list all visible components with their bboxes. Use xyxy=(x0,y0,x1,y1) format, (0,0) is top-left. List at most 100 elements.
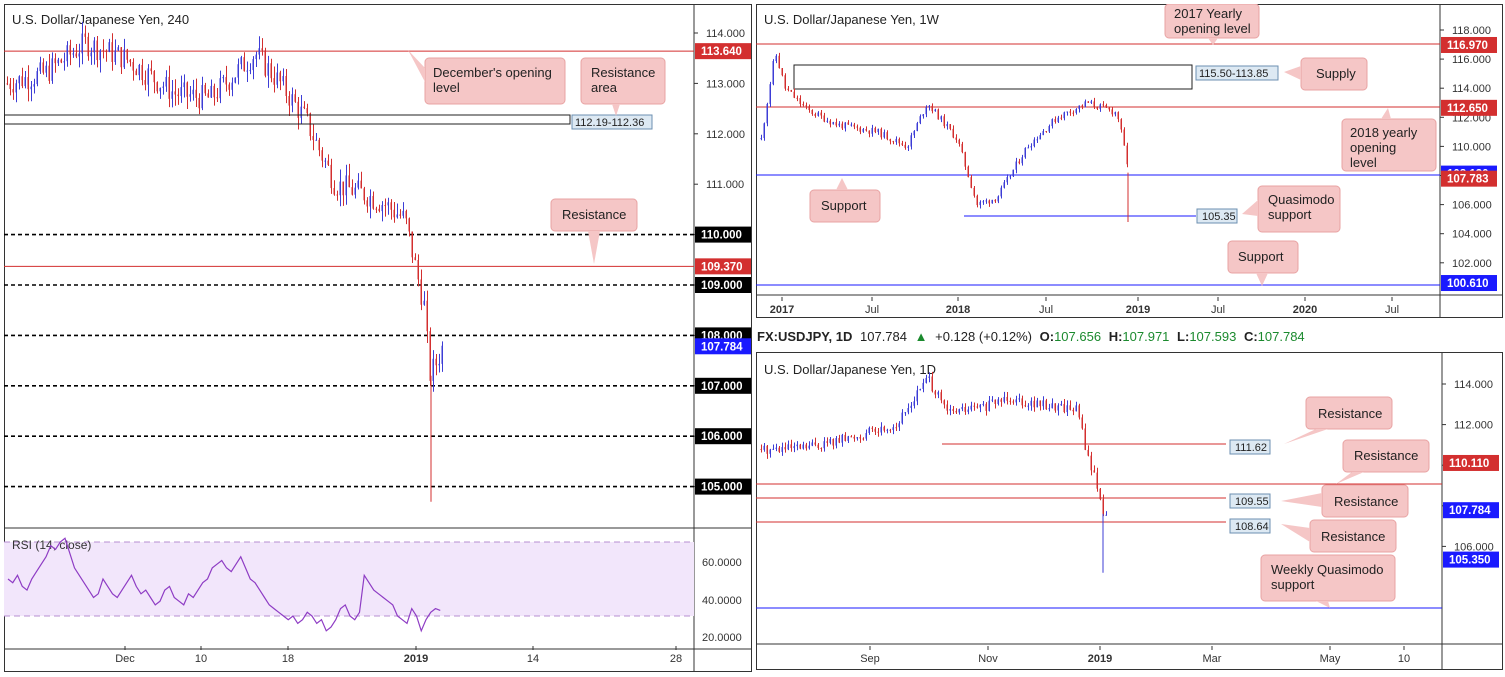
candle-body xyxy=(51,58,53,81)
price-badge xyxy=(1441,275,1497,292)
price-badge-label: 107.000 xyxy=(701,381,743,393)
chart-panel-4h[interactable]: U.S. Dollar/Japanese Yen, 240 112.19-112… xyxy=(3,4,752,672)
candle-body xyxy=(138,64,140,76)
callout-resistance-1: Resistance xyxy=(1284,396,1393,444)
candle-body xyxy=(895,427,897,429)
candle-body xyxy=(817,112,819,116)
time-tick-label: 28 xyxy=(670,653,682,665)
candle-body xyxy=(763,123,765,139)
time-tick-label: Jul xyxy=(1385,304,1399,316)
candle-body xyxy=(1018,398,1020,400)
candle-body xyxy=(189,94,191,97)
candle-body xyxy=(87,36,89,57)
candle-body xyxy=(57,59,59,64)
candle-body xyxy=(793,91,795,98)
chart-svg-daily[interactable]: U.S. Dollar/Japanese Yen, 1D 111.62 109.… xyxy=(756,352,1503,670)
candle-body xyxy=(192,89,194,95)
candle-body xyxy=(168,76,170,99)
callout-weekly-quasimodo: Weekly Quasimodo support xyxy=(1260,554,1396,608)
price-badge-label: 110.000 xyxy=(701,230,742,242)
candle-body xyxy=(874,428,876,432)
price-tick-label: 118.000 xyxy=(1452,25,1491,37)
candle-body xyxy=(1042,400,1044,407)
candle-body xyxy=(237,64,239,78)
candle-body xyxy=(153,71,155,83)
level-label: 109.55 xyxy=(1235,496,1269,508)
candle-body xyxy=(865,128,867,131)
candle-body xyxy=(339,181,341,196)
candle-body xyxy=(432,358,434,381)
candle-body xyxy=(1036,400,1038,408)
price-badge-label: 107.783 xyxy=(1447,174,1489,186)
candle-body xyxy=(45,65,47,73)
candle-body xyxy=(802,103,804,106)
candle-body xyxy=(42,62,44,73)
chart-title: U.S. Dollar/Japanese Yen, 1W xyxy=(764,12,940,27)
candle-body xyxy=(1093,470,1095,473)
candle-body xyxy=(901,412,903,424)
price-badge-label: 109.000 xyxy=(701,280,743,292)
candle-body xyxy=(174,91,176,95)
candle-body xyxy=(850,436,852,438)
candle-body xyxy=(949,408,951,411)
candle-body xyxy=(399,214,401,216)
candle-body xyxy=(886,429,888,431)
candle-body xyxy=(276,72,278,85)
candle-body xyxy=(1072,409,1074,412)
zone-label: 112.19-112.36 xyxy=(575,117,644,129)
candle-body xyxy=(1108,107,1110,110)
candle-body xyxy=(949,124,951,129)
price-badge-label: 109.370 xyxy=(701,261,743,273)
candle-body xyxy=(1099,104,1101,109)
chart-svg-weekly[interactable]: U.S. Dollar/Japanese Yen, 1W 115.50-113.… xyxy=(756,3,1503,318)
time-tick-label: Nov xyxy=(978,653,998,665)
candle-body xyxy=(991,399,993,401)
quote-low-label: L: xyxy=(1177,329,1190,344)
candle-body xyxy=(934,391,936,395)
candle-body xyxy=(1009,400,1011,402)
svg-text:Resistance: Resistance xyxy=(1321,529,1385,544)
svg-text:Resistance: Resistance xyxy=(1334,494,1398,509)
callout-resistance: Resistance xyxy=(550,198,638,264)
candle-body xyxy=(973,187,975,196)
time-tick-label: 2018 xyxy=(946,304,970,316)
chart-panel-weekly[interactable]: U.S. Dollar/Japanese Yen, 1W 115.50-113.… xyxy=(756,3,1503,318)
candle-body xyxy=(252,59,254,71)
candle-body xyxy=(919,388,921,391)
candle-body xyxy=(201,85,203,109)
candle-body xyxy=(324,160,326,162)
candle-body xyxy=(994,399,996,404)
resistance-area-box xyxy=(3,114,571,125)
candle-body xyxy=(910,135,912,147)
chart-panel-daily[interactable]: U.S. Dollar/Japanese Yen, 1D 111.62 109.… xyxy=(756,352,1503,670)
candle-body xyxy=(1030,146,1032,148)
callout-text: Resistance xyxy=(562,207,626,222)
time-tick-label: 18 xyxy=(282,653,294,665)
candle-body xyxy=(327,160,329,165)
candle-body xyxy=(961,406,963,410)
candle-body xyxy=(796,97,798,99)
candle-body xyxy=(1078,405,1080,418)
svg-text:Support: Support xyxy=(1238,249,1284,264)
candle-body xyxy=(384,205,386,207)
svg-text:2018 yearly: 2018 yearly xyxy=(1350,125,1418,140)
candle-body xyxy=(940,392,942,401)
candle-body xyxy=(880,426,882,433)
candle-body xyxy=(387,202,389,206)
price-tick-label: 114.000 xyxy=(1452,83,1491,95)
candle-body xyxy=(811,109,813,115)
candle-body xyxy=(1093,101,1095,107)
chart-svg-4h[interactable]: U.S. Dollar/Japanese Yen, 240 112.19-112… xyxy=(3,4,752,672)
candle-body xyxy=(204,85,206,94)
candle-body xyxy=(1078,105,1080,110)
candle-body xyxy=(402,210,404,216)
candle-body xyxy=(240,57,242,65)
candle-body xyxy=(312,136,314,141)
candle-body xyxy=(835,438,837,446)
candle-body xyxy=(1087,449,1089,456)
candle-body xyxy=(979,201,981,206)
svg-text:opening: opening xyxy=(1350,140,1396,155)
candle-body xyxy=(1102,499,1104,516)
candle-body xyxy=(928,105,930,108)
candle-body xyxy=(438,363,440,366)
